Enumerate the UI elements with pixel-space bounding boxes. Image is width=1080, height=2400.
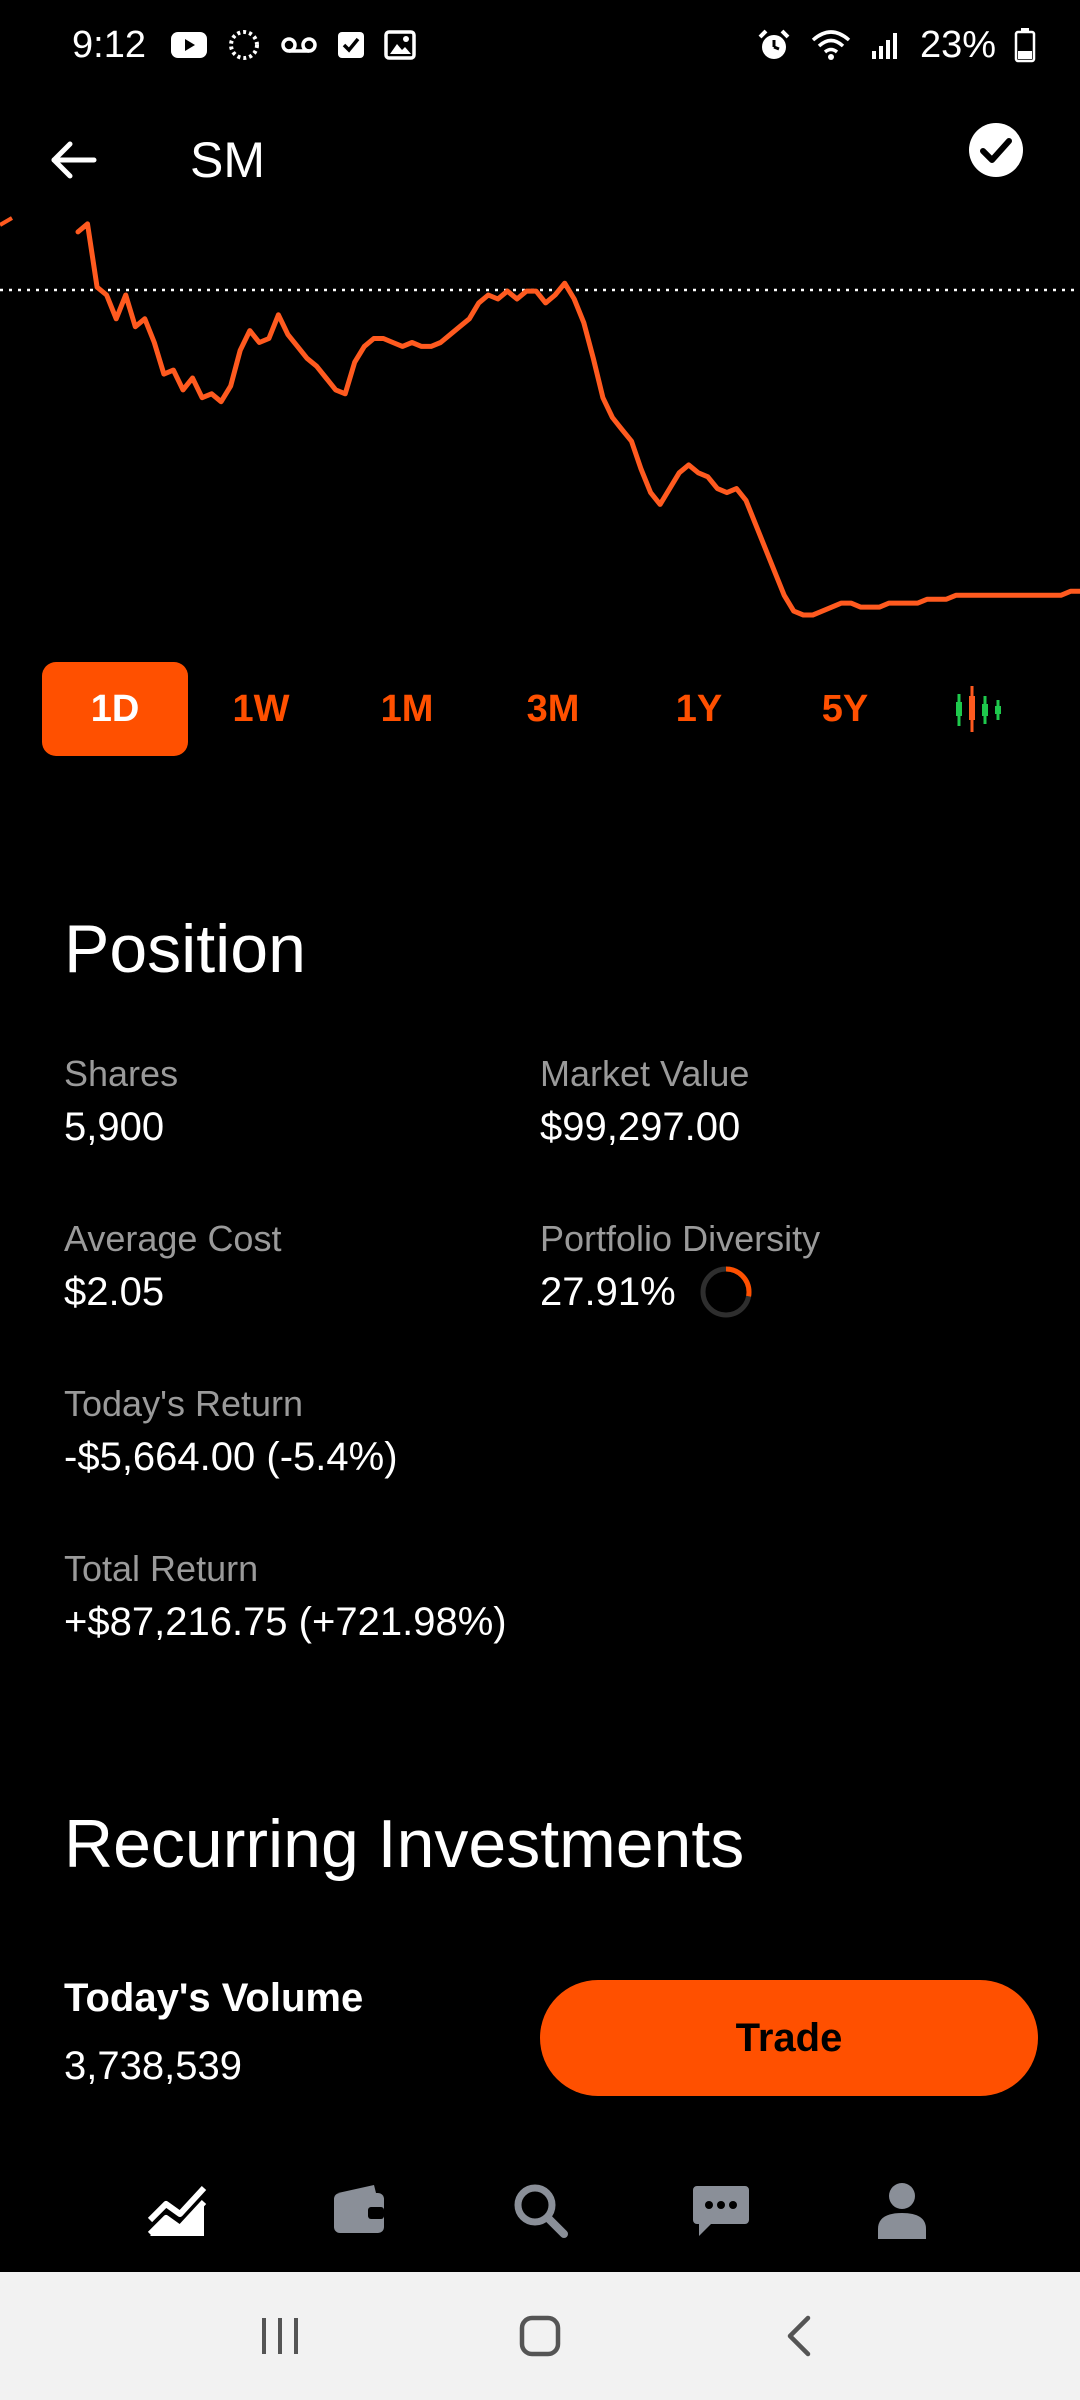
range-1y[interactable]: 1Y	[675, 687, 723, 730]
back-button[interactable]	[44, 130, 104, 190]
range-1m[interactable]: 1M	[380, 687, 434, 730]
range-3m[interactable]: 3M	[526, 687, 580, 730]
range-1d[interactable]: 1D	[42, 662, 188, 756]
status-left: 9:12	[72, 24, 416, 67]
portfolio-diversity-row: 27.91%	[540, 1263, 820, 1321]
system-back-button[interactable]	[760, 2296, 840, 2376]
sync-icon	[226, 27, 262, 63]
wallet-icon	[334, 2185, 385, 2233]
range-1w[interactable]: 1W	[232, 687, 290, 730]
candlestick-toggle-button[interactable]	[918, 662, 1042, 756]
trade-button[interactable]: Trade	[540, 1980, 1038, 2096]
market-value-stat: Market Value $99,297.00	[540, 1050, 749, 1156]
signal-icon	[870, 29, 902, 61]
nav-messages[interactable]	[681, 2170, 761, 2250]
chart-start-tick	[0, 216, 14, 227]
system-navigation-bar	[0, 2272, 1080, 2400]
status-right: 23%	[756, 24, 1036, 67]
battery-percentage: 23%	[919, 23, 996, 66]
watchlist-check-button[interactable]	[966, 120, 1026, 180]
total-return-value: +$87,216.75 (+721.98%)	[64, 1600, 507, 1644]
volume-label: Today's Volume	[64, 1976, 364, 2020]
portfolio-diversity-label: Portfolio Diversity	[540, 1218, 821, 1259]
total-return-label: Total Return	[64, 1548, 259, 1589]
price-chart[interactable]	[0, 210, 1080, 640]
market-value-label: Market Value	[540, 1053, 750, 1094]
todays-return-stat: Today's Return -$5,664.00 (-5.4%)	[64, 1380, 398, 1486]
price-line	[75, 221, 1080, 618]
search-icon	[514, 2184, 568, 2238]
home-icon	[519, 2315, 561, 2357]
messages-icon	[692, 2186, 749, 2236]
status-time: 9:12	[72, 23, 146, 66]
range-5y[interactable]: 5Y	[821, 687, 869, 730]
checkbox-icon	[336, 30, 366, 60]
shares-stat: Shares 5,900	[64, 1050, 178, 1156]
average-cost-stat: Average Cost $2.05	[64, 1215, 281, 1321]
average-cost-label: Average Cost	[64, 1218, 282, 1259]
wifi-icon	[810, 28, 852, 62]
status-bar: 9:12 23%	[0, 0, 1080, 90]
market-value-value: $99,297.00	[540, 1105, 741, 1149]
bottom-nav	[0, 2150, 1080, 2270]
todays-return-label: Today's Return	[64, 1383, 303, 1424]
nav-investing[interactable]	[138, 2170, 218, 2250]
volume-value: 3,738,539	[64, 2044, 242, 2088]
shares-value: 5,900	[64, 1105, 165, 1149]
recent-apps-button[interactable]	[240, 2296, 320, 2376]
recent-apps-icon	[262, 2318, 298, 2354]
position-title: Position	[64, 911, 306, 987]
battery-icon	[1014, 27, 1036, 63]
total-return-stat: Total Return +$87,216.75 (+721.98%)	[64, 1545, 507, 1651]
diversity-ring-icon	[700, 1266, 752, 1318]
youtube-icon	[170, 30, 208, 60]
portfolio-diversity-value: 27.91%	[540, 1270, 676, 1314]
nav-search[interactable]	[500, 2170, 580, 2250]
check-circle-icon	[969, 123, 1023, 177]
alarm-icon	[756, 27, 792, 63]
header: SM	[0, 110, 1080, 220]
candlestick-icon	[956, 686, 1001, 732]
chevron-left-icon	[787, 2315, 811, 2357]
chart-icon	[148, 2185, 207, 2237]
shares-label: Shares	[64, 1053, 179, 1094]
ticker-title: SM	[190, 132, 265, 188]
average-cost-value: $2.05	[64, 1270, 165, 1314]
nav-wallet[interactable]	[319, 2170, 399, 2250]
recurring-investments-title: Recurring Investments	[64, 1806, 745, 1882]
nav-profile[interactable]	[862, 2170, 942, 2250]
gallery-icon	[384, 30, 416, 60]
todays-return-value: -$5,664.00 (-5.4%)	[64, 1435, 398, 1479]
profile-icon	[877, 2183, 926, 2239]
range-selector: 1D 1W 1M 3M 1Y 5Y	[42, 662, 1052, 756]
back-arrow-icon	[51, 141, 97, 179]
home-button[interactable]	[500, 2296, 580, 2376]
voicemail-icon	[280, 33, 318, 57]
portfolio-diversity-stat: Portfolio Diversity 27.91%	[540, 1215, 820, 1321]
